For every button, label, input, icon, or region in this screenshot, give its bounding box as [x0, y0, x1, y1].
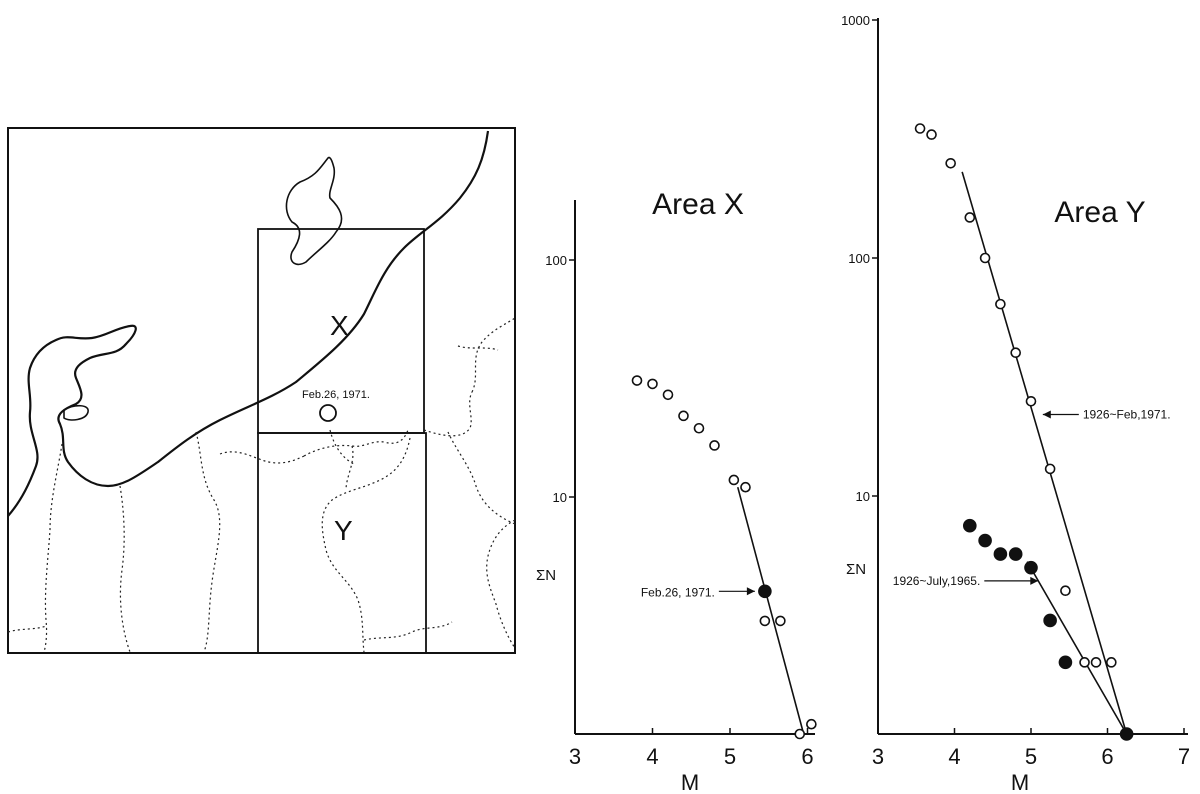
annotation-label: 1926~Feb,1971.	[1083, 408, 1171, 422]
region-label-y: Y	[334, 515, 353, 546]
lagoon	[63, 404, 89, 421]
data-point-open	[1079, 657, 1090, 668]
data-point-open	[914, 123, 926, 134]
data-point-filled	[993, 547, 1008, 561]
annotation-label: 1926~July,1965.	[893, 574, 981, 588]
map-panel: X Y Feb.26, 1971.	[7, 127, 516, 654]
coastline	[7, 130, 490, 517]
arrowhead	[1042, 410, 1051, 419]
fit-line	[736, 486, 805, 735]
x-tick-label: 6	[1101, 744, 1113, 769]
data-point-open	[1010, 347, 1022, 359]
x-tick-label: 5	[1025, 744, 1037, 769]
fit-line	[1026, 561, 1128, 735]
chart-title: Area X	[652, 188, 744, 221]
event-label: Feb.26, 1971.	[302, 389, 370, 401]
y-axis-label: ΣN	[846, 561, 866, 578]
y-tick-label: 100	[545, 253, 567, 268]
data-point-filled	[1058, 655, 1073, 670]
data-point-filled	[978, 533, 992, 548]
chart-area-y: Area Y M ΣN 3 4 5 6 7 10 100 1000 1926~Feb,1971…	[841, 13, 1190, 794]
data-point-open	[926, 129, 937, 140]
y-tick-label: 10	[553, 490, 567, 505]
x-tick-label: 5	[724, 744, 736, 769]
data-point-filled	[1008, 547, 1023, 561]
data-point-filled	[1119, 727, 1134, 741]
data-point-filled	[1043, 613, 1057, 628]
arrowhead	[1030, 576, 1039, 585]
area-y-box	[257, 432, 427, 654]
x-axis-label: M	[681, 770, 699, 794]
data-point-open	[678, 410, 689, 422]
data-point-open	[693, 422, 705, 434]
fit-line	[961, 171, 1128, 735]
data-point-open	[806, 718, 817, 730]
sado-island	[285, 156, 343, 266]
y-tick-label: 10	[856, 489, 870, 504]
event-marker	[319, 404, 337, 422]
annotation-label: Feb.26, 1971.	[641, 585, 715, 599]
chart-title: Area Y	[1054, 196, 1145, 229]
data-point-open	[647, 378, 658, 390]
data-point-open	[740, 481, 751, 493]
data-point-filled	[962, 518, 977, 533]
data-point-open	[1025, 395, 1037, 407]
data-point-filled	[1024, 560, 1038, 575]
x-tick-label: 3	[569, 744, 581, 769]
data-point-open	[709, 440, 720, 451]
data-point-open	[631, 375, 643, 386]
x-tick-label: 6	[801, 744, 813, 769]
x-axis-label: M	[1011, 770, 1029, 794]
data-point-open	[1106, 657, 1117, 668]
prefecture-boundaries	[7, 317, 516, 653]
data-point-open	[662, 389, 674, 401]
map-frame	[7, 127, 516, 654]
data-point-open	[1060, 585, 1071, 597]
chart-area-x: Area X M ΣN 3 4 5 6 10 100 Feb.26, 1971.	[536, 188, 817, 794]
data-point-open	[995, 298, 1006, 310]
x-tick-label: 7	[1178, 744, 1190, 769]
y-tick-label: 100	[848, 251, 870, 266]
data-point-open	[1044, 463, 1056, 475]
data-point-open	[979, 252, 991, 264]
data-point-open	[964, 212, 976, 223]
x-tick-label: 3	[872, 744, 884, 769]
data-point-open	[794, 728, 806, 740]
x-tick-label: 4	[948, 744, 960, 769]
y-tick-label: 1000	[841, 13, 870, 28]
data-point-open	[1090, 657, 1102, 668]
data-point-open	[945, 157, 956, 169]
data-point-open	[759, 615, 771, 627]
data-point-filled	[758, 584, 772, 599]
region-label-x: X	[330, 310, 349, 341]
data-point-open	[728, 474, 740, 486]
data-point-open	[775, 615, 786, 627]
arrowhead	[746, 587, 755, 596]
y-axis-label: ΣN	[536, 567, 556, 584]
x-tick-label: 4	[646, 744, 658, 769]
